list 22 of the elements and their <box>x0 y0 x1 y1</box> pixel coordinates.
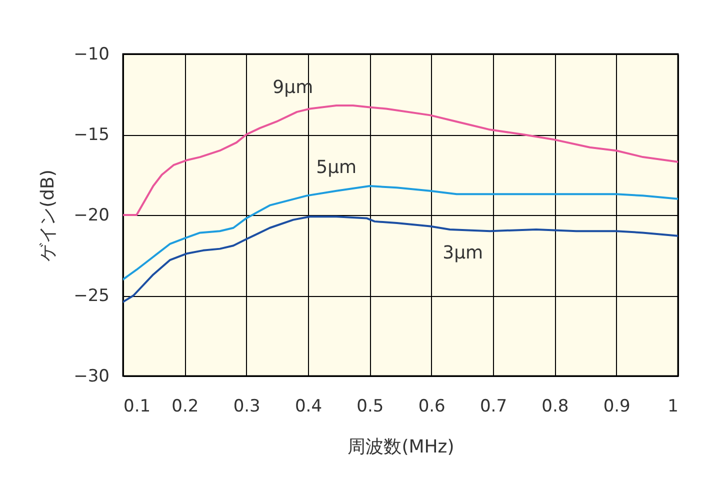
x-tick-label: 0.5 <box>356 396 384 416</box>
y-tick-label: −25 <box>74 286 110 306</box>
y-axis-title: ゲイン(dB) <box>38 170 59 262</box>
line-series <box>123 216 678 303</box>
series-label: 3µm <box>442 242 484 264</box>
x-tick-label: 0.2 <box>172 396 199 416</box>
x-axis-title: 周波数(MHz) <box>348 436 454 458</box>
y-tick-label: −20 <box>74 206 110 226</box>
y-tick-label: −15 <box>74 125 110 145</box>
line-series <box>123 185 678 280</box>
x-tick-label: 0.9 <box>603 396 630 416</box>
x-tick-label: 0.3 <box>233 396 260 416</box>
x-tick-label: 1 <box>668 396 678 416</box>
x-tick-label: 0.4 <box>294 396 322 416</box>
x-tick-label: 0.6 <box>418 396 446 416</box>
series-label: 5µm <box>316 156 357 178</box>
x-tick-label: 0.8 <box>542 396 569 416</box>
line-series <box>123 104 678 216</box>
y-tick-label: −30 <box>74 366 110 386</box>
x-tick-label: 0.7 <box>480 396 508 416</box>
x-tick-label: 0.1 <box>124 396 151 416</box>
y-tick-label: −10 <box>74 44 110 64</box>
